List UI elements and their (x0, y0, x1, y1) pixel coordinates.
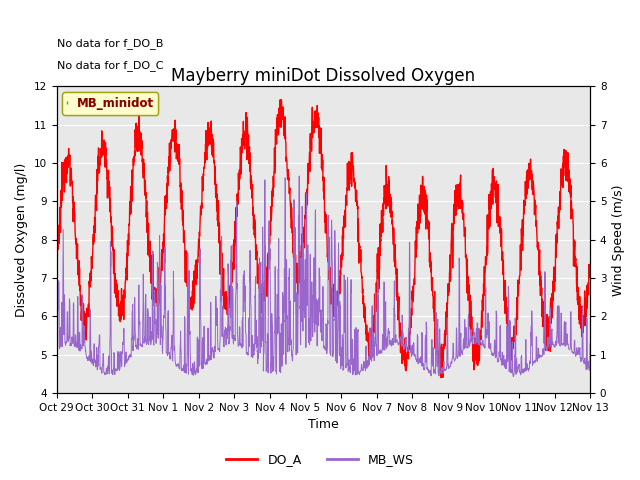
Text: No data for f_DO_C: No data for f_DO_C (56, 60, 163, 71)
Y-axis label: Wind Speed (m/s): Wind Speed (m/s) (612, 184, 625, 296)
X-axis label: Time: Time (308, 419, 339, 432)
Legend: DO_A, MB_WS: DO_A, MB_WS (221, 448, 419, 471)
Y-axis label: Dissolved Oxygen (mg/l): Dissolved Oxygen (mg/l) (15, 163, 28, 317)
Title: Mayberry miniDot Dissolved Oxygen: Mayberry miniDot Dissolved Oxygen (172, 67, 476, 85)
Text: No data for f_DO_B: No data for f_DO_B (56, 38, 163, 49)
Legend: MB_minidot: MB_minidot (63, 92, 159, 115)
